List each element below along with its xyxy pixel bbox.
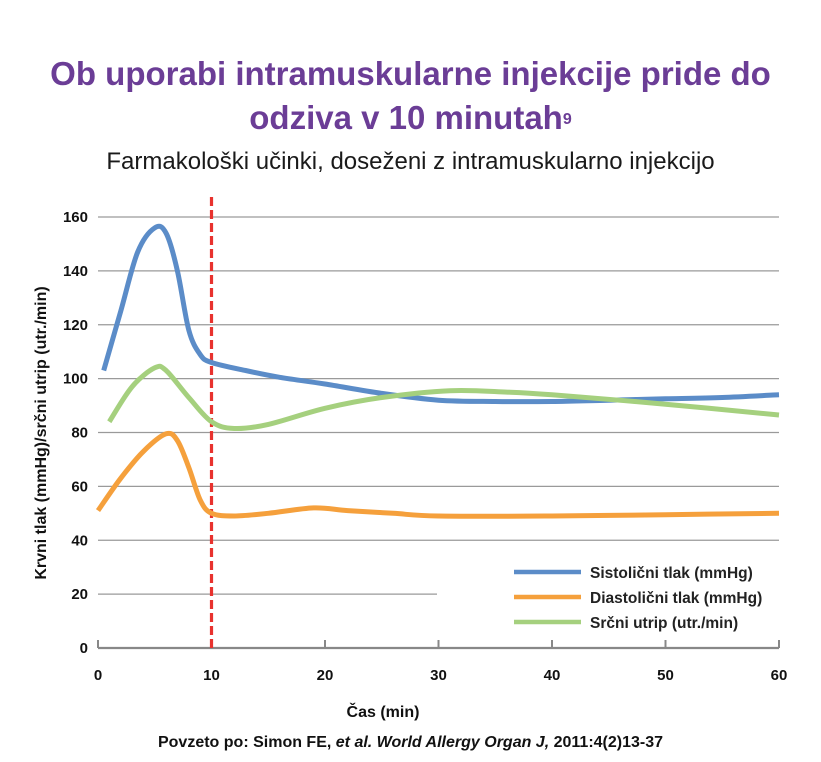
y-axis-label: Krvni tlak (mmHg)/srčni utrip (utr./min) (33, 286, 50, 579)
citation-prefix: Povzeto po: Simon FE, (157, 734, 336, 751)
legend: Sistolični tlak (mmHg) Diastolični tlak (… (514, 565, 762, 632)
x-axis (97, 640, 780, 650)
chart-title-line-1: Ob uporabi intramuskularne injekcije pri… (50, 55, 771, 92)
diastolic-line (95, 430, 780, 519)
x-tick-label: 0 (94, 667, 102, 684)
legend-label: Sistolični tlak (mmHg) (590, 565, 753, 582)
y-tick-label: 20 (71, 586, 88, 603)
x-tick-label: 20 (317, 667, 334, 684)
chart-title-line-2: odziva v 10 minutah9 (0, 96, 821, 140)
citation-suffix: 2011:4(2)13-37 (549, 734, 664, 751)
y-tick-label: 100 (63, 371, 88, 388)
y-tick-label: 60 (71, 478, 88, 495)
x-tick-label: 30 (430, 667, 447, 684)
legend-item-systolic: Sistolični tlak (mmHg) (514, 565, 753, 582)
x-tick-label: 60 (771, 667, 788, 684)
y-tick-label: 160 (63, 209, 88, 226)
legend-label: Diastolični tlak (mmHg) (590, 590, 762, 607)
line-chart: 0 20 40 60 80 100 120 140 160 0 10 20 30 40 50 60 Sist… (33, 197, 788, 721)
legend-label: Srčni utrip (utr./min) (590, 615, 738, 632)
y-tick-label: 140 (63, 263, 88, 280)
x-tick-label: 40 (544, 667, 561, 684)
y-tick-label: 80 (71, 425, 88, 442)
heart-rate-line (107, 363, 780, 432)
x-tick-labels: 0 10 20 30 40 50 60 (94, 667, 788, 684)
y-tick-labels: 0 20 40 60 80 100 120 140 160 (63, 209, 88, 657)
citation-journal: et al. World Allergy Organ J, (335, 734, 550, 751)
title-text: odziva v 10 minutah (249, 99, 563, 136)
citation: Povzeto po: Simon FE, et al. World Aller… (0, 734, 821, 752)
legend-item-heart-rate: Srčni utrip (utr./min) (514, 615, 738, 632)
chart-subtitle: Farmakološki učinki, doseženi z intramus… (106, 148, 715, 175)
y-tick-label: 120 (63, 317, 88, 334)
y-tick-label: 0 (80, 640, 88, 657)
x-tick-label: 50 (657, 667, 674, 684)
reference-superscript: 9 (562, 111, 572, 128)
legend-item-diastolic: Diastolični tlak (mmHg) (514, 590, 762, 607)
x-tick-label: 10 (203, 667, 220, 684)
systolic-line (101, 223, 780, 405)
series-lines (95, 223, 780, 519)
y-tick-label: 40 (71, 532, 88, 549)
x-axis-label: Čas (min) (347, 702, 420, 721)
